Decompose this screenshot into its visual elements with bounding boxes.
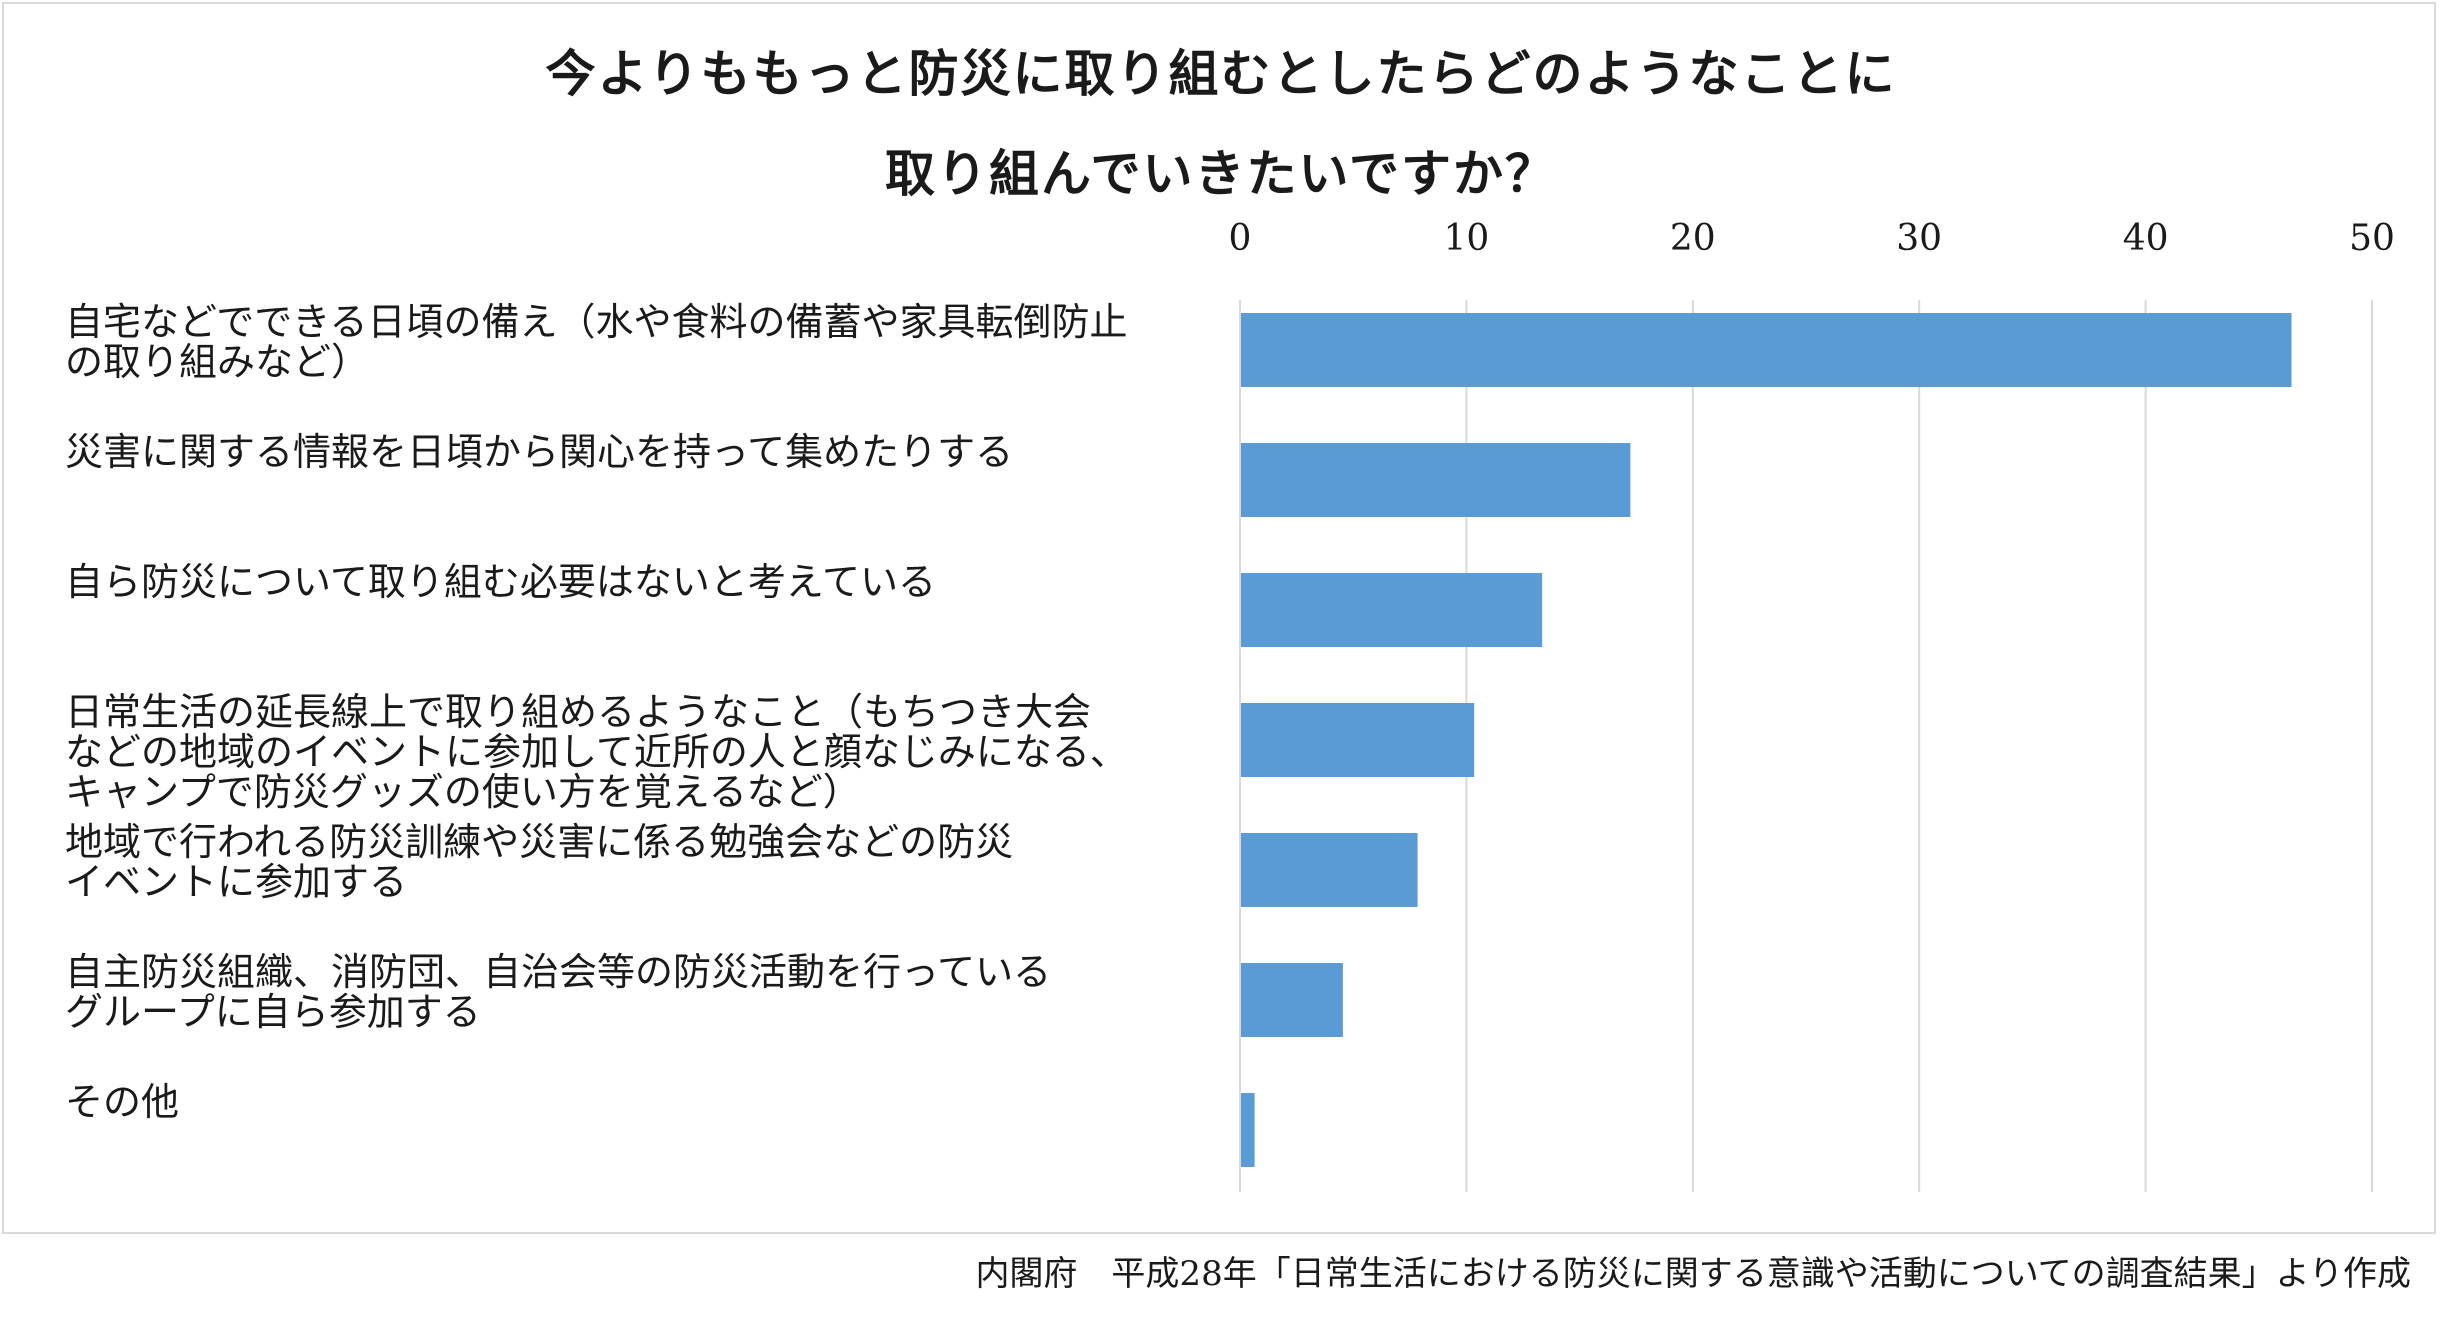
x-tick-label-30: 30 [1896, 218, 1942, 259]
category-label-5: 地域で行われる防災訓練や災害に係る勉強会などの防災 イベントに参加する [65, 820, 1014, 904]
category-label-1: 自宅などでできる日頃の備え（水や食料の備蓄や家具転倒防止 の取り組みなど） [65, 300, 1128, 384]
bars [1241, 313, 2292, 1167]
x-tick-label-20: 20 [1670, 218, 1716, 259]
bar-7 [1241, 1093, 1255, 1167]
bar-1 [1241, 313, 2292, 387]
category-label-4: 日常生活の延長線上で取り組めるようなこと（もちつき大会 などの地域のイベントに参… [65, 690, 1128, 814]
x-tick-label-40: 40 [2123, 218, 2169, 259]
bar-2 [1241, 443, 1631, 517]
bar-3 [1241, 573, 1543, 647]
bar-5 [1241, 833, 1418, 907]
bar-4 [1241, 703, 1475, 777]
chart-frame: 今よりももっと防災に取り組むとしたらどのようなことに 取り組んでいきたいですか？ [2, 2, 2436, 1234]
x-tick-label-10: 10 [1443, 218, 1489, 259]
x-tick-label-0: 0 [1229, 218, 1252, 259]
x-axis-ticks: 0 10 20 30 40 50 [1229, 218, 2395, 259]
x-tick-label-50: 50 [2349, 218, 2395, 259]
chart-title: 今よりももっと防災に取り組むとしたらどのようなことに 取り組んでいきたいですか？ [4, 24, 2438, 224]
category-label-3: 自ら防災について取り組む必要はないと考えている [65, 560, 936, 604]
chart-title-line-2: 取り組んでいきたいですか？ [885, 145, 1557, 203]
category-label-6: 自主防災組織、消防団、自治会等の防災活動を行っている グループに自ら参加する [65, 950, 1052, 1034]
category-label-7: その他 [65, 1080, 180, 1124]
source-note: 内閣府 平成28年「日常生活における防災に関する意識や活動についての調査結果」よ… [975, 1254, 2411, 1294]
category-label-2: 災害に関する情報を日頃から関心を持って集めたりする [65, 430, 1014, 474]
chart-title-line-1: 今よりももっと防災に取り組むとしたらどのようなことに [545, 45, 1897, 103]
bar-6 [1241, 963, 1343, 1037]
